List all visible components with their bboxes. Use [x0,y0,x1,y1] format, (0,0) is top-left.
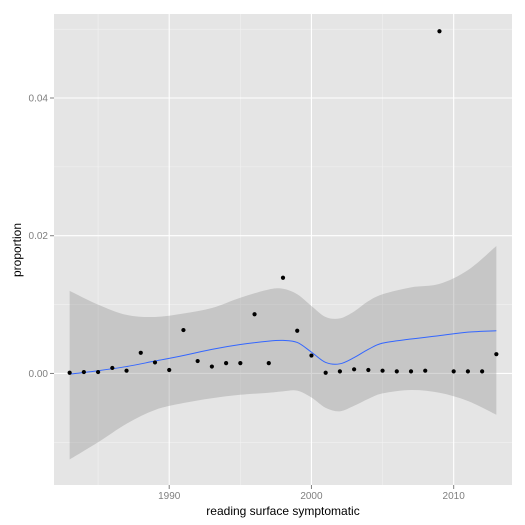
data-point [494,352,499,357]
data-point [394,369,399,374]
data-point [352,367,357,372]
data-point [138,350,143,355]
data-point [152,360,158,365]
data-point [110,365,115,371]
data-point [167,367,172,373]
confidence-ribbon [69,246,497,460]
x-axis-title: reading surface symptomatic [206,504,359,518]
data-point [95,369,101,375]
data-point [323,370,328,375]
data-point [337,369,342,374]
x-tick-label: 1990 [158,491,181,502]
data-point [451,369,456,374]
y-tick-label: 0.04 [29,94,49,105]
data-point [366,367,371,373]
data-point [238,361,243,366]
data-point [423,368,428,373]
data-point [380,368,385,373]
data-point [408,369,414,374]
data-point [209,364,214,369]
data-point [465,369,471,374]
y-axis: 0.00 0.02 0.04 [29,94,54,380]
x-axis: 1990 2000 2010 [158,485,465,502]
data-point [252,312,257,317]
data-point [124,368,129,373]
y-tick-label: 0.02 [29,231,49,242]
data-point [266,361,271,366]
x-tick-label: 2000 [300,491,323,502]
grid-minor [54,14,512,485]
data-points [67,29,499,375]
data-point [67,370,72,375]
data-point [280,275,286,280]
data-point [309,353,314,358]
data-point [480,369,485,374]
grid-major [54,14,512,485]
data-point [437,29,442,34]
data-point [195,358,200,364]
data-point [224,361,229,366]
plot-panel [54,14,512,485]
data-point [81,369,86,375]
data-point [181,327,186,333]
x-tick-label: 2010 [443,491,466,502]
y-axis-title: proportion [10,223,24,277]
smooth-line [69,330,497,375]
data-point [295,328,300,333]
y-tick-label: 0.00 [29,369,49,380]
